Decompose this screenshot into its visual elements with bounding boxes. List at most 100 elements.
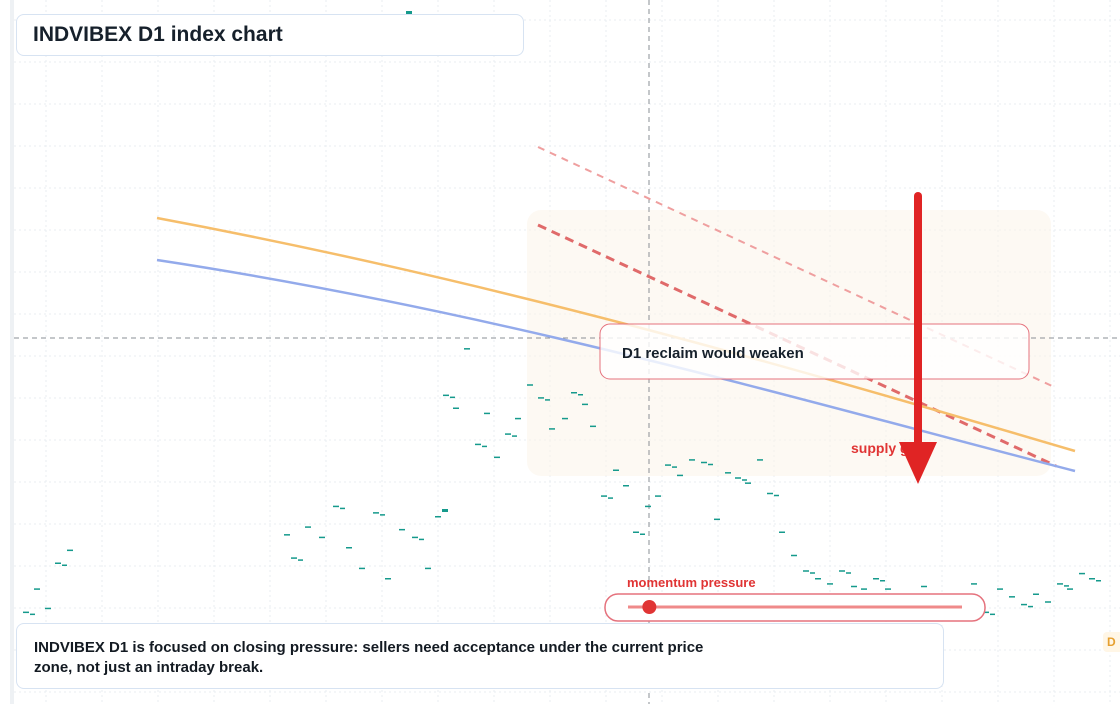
candle	[708, 463, 713, 466]
candle	[62, 564, 67, 566]
candle	[45, 607, 51, 610]
candle	[839, 570, 845, 572]
candle	[601, 495, 607, 497]
candle	[1067, 588, 1073, 590]
candle	[475, 443, 481, 446]
momentum-label: momentum pressure	[627, 575, 756, 590]
axis-tag-box	[1103, 632, 1120, 652]
candle	[689, 459, 695, 461]
candle	[425, 567, 431, 570]
note-card: INDVIBEX D1 is focused on closing pressu…	[16, 623, 944, 689]
candle	[549, 428, 555, 430]
candle	[505, 433, 511, 435]
candle	[346, 547, 352, 549]
candle	[810, 572, 815, 574]
candle	[885, 588, 891, 590]
candle	[677, 474, 683, 477]
candle	[298, 559, 303, 561]
candle	[633, 531, 639, 533]
candle	[291, 557, 297, 559]
candle	[803, 570, 809, 572]
candle	[34, 588, 40, 590]
candle	[767, 492, 773, 495]
candle	[640, 533, 645, 535]
candle	[921, 585, 927, 588]
candle	[774, 494, 779, 497]
candle	[1096, 580, 1101, 582]
candle	[757, 459, 763, 461]
candle	[538, 397, 544, 399]
candle	[983, 611, 989, 614]
candle	[791, 554, 797, 557]
candle	[742, 479, 747, 481]
chart-note: INDVIBEX D1 is focused on closing pressu…	[34, 639, 704, 676]
candle	[435, 516, 441, 518]
candle	[582, 403, 588, 406]
candle	[450, 396, 455, 399]
candle	[623, 485, 629, 487]
candle	[359, 567, 365, 570]
candle	[645, 505, 651, 508]
reclaim-label: D1 reclaim would weaken	[622, 345, 804, 362]
candle	[851, 585, 857, 588]
candle	[880, 580, 885, 582]
candle	[578, 394, 583, 396]
candle	[990, 613, 995, 616]
momentum-marker	[642, 600, 657, 614]
candle	[1057, 583, 1063, 585]
candle	[846, 572, 851, 574]
candle	[861, 588, 867, 590]
chart-title: INDVIBEX D1 index chart	[33, 23, 283, 46]
candle	[714, 518, 720, 521]
candle	[815, 578, 821, 580]
candle	[527, 384, 533, 386]
candle	[571, 392, 577, 394]
title-card: INDVIBEX D1 index chart	[16, 14, 524, 56]
axis-tag-label: D	[1107, 635, 1116, 649]
candle	[464, 348, 470, 350]
candle	[55, 562, 61, 564]
candle	[971, 583, 977, 585]
candle	[333, 505, 339, 508]
candle	[735, 477, 741, 479]
candle	[665, 464, 671, 466]
candle	[319, 536, 325, 539]
down-arrow-icon	[899, 442, 937, 484]
candle	[779, 531, 785, 533]
candle	[1045, 601, 1051, 603]
candle	[412, 536, 418, 539]
candles-layer	[23, 11, 1101, 618]
candle	[745, 482, 751, 484]
candle	[406, 11, 412, 14]
candle	[419, 538, 424, 541]
candle	[30, 613, 35, 616]
candle	[1064, 585, 1069, 587]
candle	[655, 495, 661, 497]
candle	[608, 497, 613, 499]
candle	[545, 399, 550, 401]
candle	[562, 417, 568, 420]
candle	[484, 412, 490, 415]
candle	[443, 394, 449, 397]
candle	[494, 456, 500, 459]
candle	[23, 611, 29, 614]
candle	[1033, 593, 1039, 595]
candle	[1009, 596, 1015, 598]
candle	[385, 578, 391, 580]
candle	[1089, 578, 1095, 580]
candle	[512, 435, 517, 437]
candle	[1079, 572, 1085, 575]
left-edge-strip	[10, 0, 14, 704]
candle	[340, 507, 345, 510]
candle	[873, 578, 879, 580]
candle	[373, 512, 379, 514]
candle	[515, 417, 521, 420]
supply-label: supply g	[851, 440, 909, 456]
candle	[399, 528, 405, 531]
candle	[442, 509, 448, 512]
candle	[482, 445, 487, 448]
candle	[380, 514, 385, 516]
candle	[67, 549, 73, 552]
candle	[725, 472, 731, 474]
